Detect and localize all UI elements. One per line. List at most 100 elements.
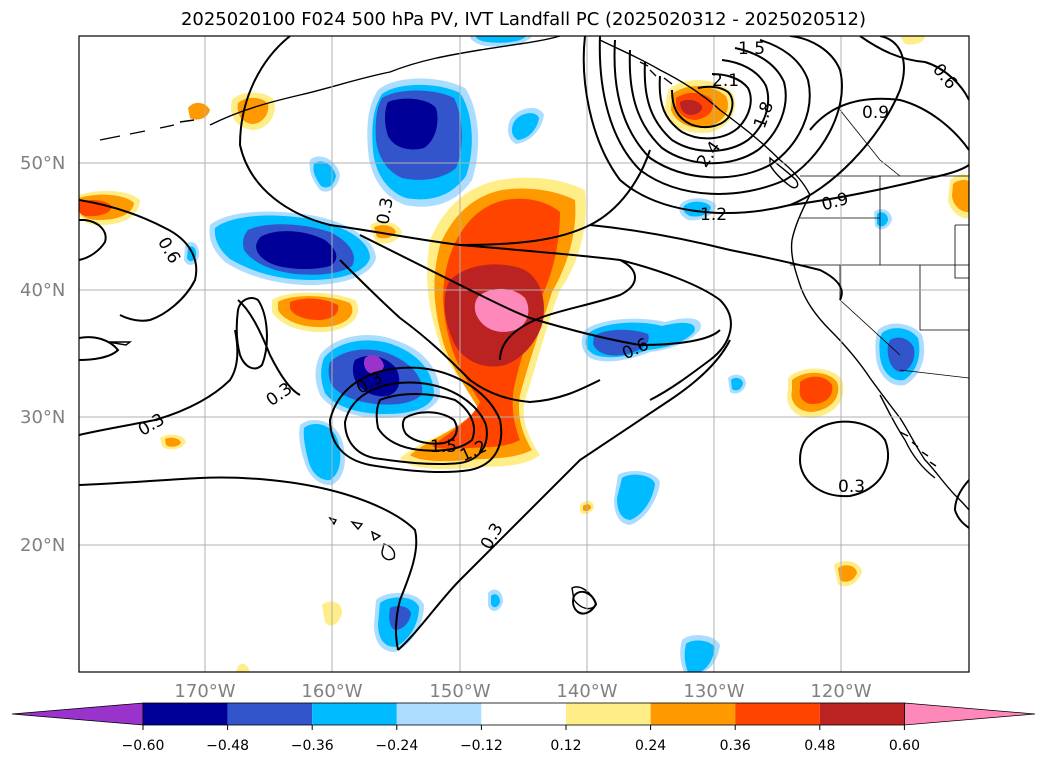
negative-anomaly-west-navy — [256, 231, 337, 269]
positive-anomaly-small-6-red — [799, 376, 833, 404]
contour-0.3-left — [79, 336, 120, 361]
canada-province-border — [839, 109, 901, 177]
contour-0.9-ne — [809, 97, 969, 151]
colorbar-tick-label: 0.24 — [635, 738, 666, 754]
negative-anomaly-small-2-royal — [389, 606, 411, 630]
small-island-1 — [107, 341, 133, 346]
contour-alaska-7 — [671, 85, 734, 129]
contour-2.1-low — [401, 411, 458, 445]
mexico-border — [899, 369, 969, 379]
contour-0.6-east-long — [589, 224, 843, 301]
colorbar-swatch — [143, 703, 228, 725]
ivt-contours — [79, 36, 969, 651]
contour-0.9-center — [339, 259, 601, 404]
contour-0.3-west-outer — [238, 36, 651, 247]
colorbar-tick-label: 0.60 — [889, 738, 920, 754]
colorbar-tick-label: −0.36 — [291, 738, 334, 754]
negative-anomaly-small-3-sky — [617, 474, 655, 520]
lon-label-160w: 160°W — [301, 681, 362, 702]
colorbar-frame — [142, 702, 905, 726]
contour-loop-left — [235, 297, 268, 370]
hawaii-islands — [328, 516, 396, 561]
contour-0.3-se-circle — [798, 420, 890, 498]
lon-label-170w: 170°W — [174, 681, 235, 702]
contour-label: 1.5 — [738, 39, 765, 59]
colorbar-tick-label: −0.60 — [122, 738, 165, 754]
positive-anomaly-alaska-firebrick — [680, 99, 703, 115]
negative-anomaly-small-4-sky — [684, 640, 715, 672]
colorbar-swatch — [227, 703, 313, 725]
negative-anomaly-small-6-sky — [511, 113, 539, 140]
colorbar-swatch — [650, 703, 736, 725]
colorbar-swatch — [312, 703, 397, 725]
negative-anomaly-small-11-sky — [491, 594, 500, 608]
vancouver-island — [769, 156, 799, 189]
colorbar-swatch — [566, 703, 651, 725]
colorbar-tick-label: 0.48 — [804, 738, 835, 754]
negative-anomaly-small-5-sky — [313, 161, 336, 188]
state-border-4 — [919, 265, 969, 331]
pv-anomaly-fills — [79, 36, 969, 672]
lon-label-130w: 130°W — [683, 681, 744, 702]
state-border-5 — [954, 224, 969, 279]
contour-label: 0.3 — [838, 477, 865, 497]
contour-0.6-left — [79, 199, 198, 322]
colorbar-ticks — [142, 725, 905, 730]
contour-0.3-lower-mid — [459, 244, 636, 361]
contour-0.3-sw — [79, 329, 239, 436]
contour-alaska-2 — [598, 36, 843, 195]
alaska-panhandle-coast — [599, 39, 811, 196]
colorbar-swatch — [481, 703, 566, 725]
latitude-labels: 50°N 40°N 30°N 20°N — [20, 153, 65, 556]
contour-0.6-left-2 — [79, 219, 107, 261]
contour-0.6-center — [359, 234, 721, 347]
lon-label-140w: 140°W — [556, 681, 617, 702]
aleutian-islands — [99, 119, 195, 141]
lat-label-30n: 30°N — [20, 407, 65, 428]
negative-anomaly-small-1-sky — [303, 424, 341, 481]
contour-0.9-east — [789, 164, 969, 206]
negative-anomaly-baja-royal — [887, 337, 915, 372]
west-coast — [790, 194, 969, 511]
contour-label: 0.3 — [373, 196, 397, 226]
negative-anomaly-small-9-sky — [731, 377, 743, 391]
contour-alaska-6 — [658, 73, 752, 140]
alaska-coast — [209, 36, 561, 126]
contour-label: 0.9 — [862, 103, 889, 123]
positive-anomaly-small-12 — [900, 36, 925, 45]
contour-0.6-ne — [859, 36, 969, 101]
positive-anomaly-small-9-orange — [165, 437, 181, 447]
lon-label-150w: 150°W — [429, 681, 490, 702]
negative-anomaly-gulf-navy — [385, 98, 438, 150]
contour-0.3-far-se — [953, 479, 969, 529]
contour-1.2-low — [328, 366, 503, 474]
contour-label: 2.1 — [712, 71, 739, 91]
colorbar-tick-label: 0.36 — [720, 738, 751, 754]
map-border — [78, 35, 970, 673]
colorbar-tick-label: −0.48 — [206, 738, 249, 754]
contour-0.3-main-south — [397, 339, 731, 651]
lon-label-120w: 120°W — [810, 681, 871, 702]
colorbar-extend-high — [904, 702, 1036, 726]
contour-0.3-center — [79, 476, 418, 651]
contour-0.3-east-long — [619, 259, 732, 401]
colorbar-swatch — [735, 703, 820, 725]
colorbar-tick-label: 0.12 — [550, 738, 581, 754]
coastlines — [99, 36, 969, 610]
negative-anomaly-east-royal — [593, 329, 649, 356]
contour-label: 1.5 — [430, 437, 457, 457]
lat-label-40n: 40°N — [20, 280, 65, 301]
gridlines — [79, 36, 969, 672]
small-island-2 — [899, 431, 937, 467]
positive-anomaly-small-13 — [236, 663, 250, 672]
lat-label-20n: 20°N — [20, 535, 65, 556]
colorbar-extend-low — [11, 702, 144, 726]
map-title: 2025020100 F024 500 hPa PV, IVT Landfall… — [180, 9, 867, 30]
contour-loop-small — [572, 590, 598, 615]
colorbar-tick-label: −0.24 — [375, 738, 418, 754]
contour-0.3-center-left — [237, 299, 301, 396]
colorbar-swatch — [396, 703, 482, 725]
positive-anomaly-small-8-orange — [838, 565, 857, 582]
colorbar-tick-label: −0.12 — [460, 738, 503, 754]
